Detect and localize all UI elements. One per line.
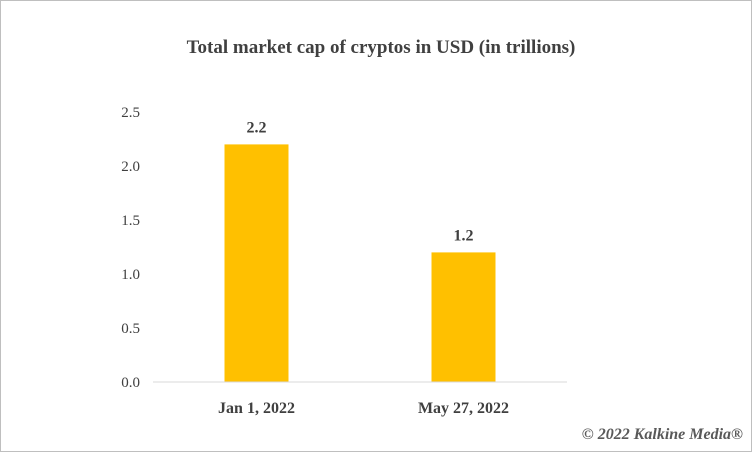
y-axis-ticks: 0.0 0.5 1.0 1.5 2.0 2.5 bbox=[121, 105, 140, 391]
x-category-label: May 27, 2022 bbox=[418, 400, 509, 417]
y-tick-label: 1.0 bbox=[121, 267, 140, 283]
bar-2 bbox=[431, 252, 496, 382]
bars-group bbox=[224, 144, 496, 382]
y-tick-label: 1.5 bbox=[121, 213, 140, 229]
y-tick-label: 0.0 bbox=[121, 375, 140, 391]
bar-1 bbox=[224, 144, 289, 382]
y-tick-label: 2.0 bbox=[121, 159, 140, 175]
copyright-credit: © 2022 Kalkine Media® bbox=[582, 426, 743, 443]
chart-title: Total market cap of cryptos in USD (in t… bbox=[187, 37, 576, 58]
y-tick-label: 0.5 bbox=[121, 321, 140, 337]
x-category-label: Jan 1, 2022 bbox=[218, 400, 295, 417]
x-axis-labels: Jan 1, 2022 May 27, 2022 bbox=[218, 400, 509, 417]
data-label: 1.2 bbox=[454, 227, 474, 244]
data-label: 2.2 bbox=[247, 119, 267, 136]
y-tick-label: 2.5 bbox=[121, 105, 140, 121]
data-labels-group: 2.2 1.2 bbox=[247, 119, 474, 244]
